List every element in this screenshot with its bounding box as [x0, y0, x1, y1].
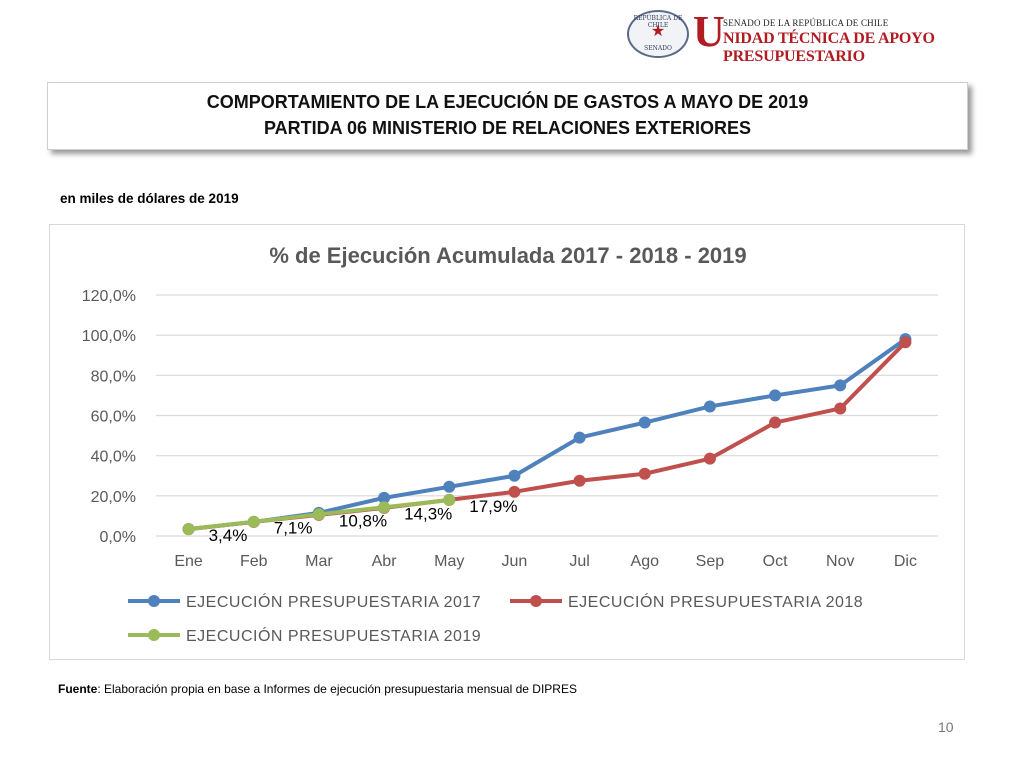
x-tick-label: Ene	[174, 553, 203, 570]
y-tick-label: 20,0%	[91, 489, 136, 506]
senate-seal-icon: REPÚBLICA DE CHILE ★ SENADO	[627, 10, 689, 58]
x-tick-label: May	[434, 553, 464, 570]
seal-bottom-text: SENADO	[644, 45, 672, 52]
x-tick-label: Jun	[502, 553, 528, 570]
legend-label: EJECUCIÓN PRESUPUESTARIA 2018	[568, 592, 863, 611]
x-tick-label: Abr	[372, 553, 398, 570]
x-tick-label: Nov	[826, 553, 854, 570]
y-tick-label: 80,0%	[91, 368, 136, 385]
data-point	[769, 389, 782, 402]
data-label: 3,4%	[209, 526, 248, 545]
data-point	[312, 508, 325, 521]
chart-container: % de Ejecución Acumulada 2017 - 2018 - 2…	[49, 224, 965, 660]
source-label: Fuente	[58, 682, 98, 696]
data-point	[703, 452, 716, 465]
source-text: : Elaboración propia en base a Informes …	[97, 682, 577, 696]
data-label: 17,9%	[469, 497, 517, 516]
y-tick-label: 0,0%	[100, 529, 136, 546]
data-point	[378, 491, 391, 504]
series-line	[186, 340, 908, 532]
y-tick-label: 100,0%	[82, 328, 136, 345]
data-point	[638, 467, 651, 480]
data-point	[703, 400, 716, 413]
logo-initial: U	[693, 7, 725, 56]
source-note: Fuente: Elaboración propia en base a Inf…	[58, 682, 577, 696]
seal-top-text: REPÚBLICA DE CHILE	[633, 15, 683, 29]
data-label: 14,3%	[404, 504, 452, 523]
legend-marker	[148, 595, 160, 607]
slide-title-box: COMPORTAMIENTO DE LA EJECUCIÓN DE GASTOS…	[47, 82, 968, 150]
data-point	[508, 469, 521, 482]
data-point	[247, 515, 260, 528]
x-tick-label: Sep	[696, 553, 725, 570]
y-tick-label: 120,0%	[82, 288, 136, 305]
line-chart: % de Ejecución Acumulada 2017 - 2018 - 2…	[82, 243, 938, 645]
chart-title: % de Ejecución Acumulada 2017 - 2018 - 2…	[269, 243, 746, 268]
data-point	[573, 431, 586, 444]
slide-title-line2: PARTIDA 06 MINISTERIO DE RELACIONES EXTE…	[263, 118, 752, 138]
series-line	[186, 337, 908, 532]
page-number: 10	[938, 719, 954, 735]
y-tick-label: 60,0%	[91, 409, 136, 426]
org-name-line2: NIDAD TÉCNICA DE APOYO PRESUPUESTARIO	[723, 30, 935, 65]
data-point	[443, 480, 456, 493]
data-point	[899, 336, 912, 349]
slide-title-line1: COMPORTAMIENTO DE LA EJECUCIÓN DE GASTOS…	[206, 92, 809, 112]
data-label: 10,8%	[339, 511, 387, 530]
legend-marker	[530, 595, 542, 607]
data-point	[573, 474, 586, 487]
data-label: 7,1%	[274, 519, 313, 538]
legend-label: EJECUCIÓN PRESUPUESTARIA 2017	[186, 592, 481, 611]
data-point	[182, 523, 195, 536]
legend-marker	[148, 629, 160, 641]
senate-logo: REPÚBLICA DE CHILE ★ SENADO U SENADO DE …	[627, 7, 1017, 65]
x-tick-label: Oct	[763, 553, 788, 570]
y-tick-label: 40,0%	[91, 449, 136, 466]
data-point	[834, 402, 847, 415]
x-tick-label: Dic	[894, 553, 917, 570]
x-tick-label: Mar	[305, 553, 333, 570]
data-point	[443, 494, 456, 507]
data-point	[638, 416, 651, 429]
x-tick-label: Ago	[631, 553, 660, 570]
units-label: en miles de dólares de 2019	[60, 191, 239, 206]
x-tick-label: Feb	[240, 553, 268, 570]
star-icon: ★	[650, 23, 666, 40]
data-point	[834, 379, 847, 392]
x-tick-label: Jul	[569, 553, 589, 570]
legend-label: EJECUCIÓN PRESUPUESTARIA 2019	[186, 626, 481, 645]
data-point	[508, 485, 521, 498]
org-name-line1: SENADO DE LA REPÚBLICA DE CHILE	[723, 18, 889, 28]
data-point	[378, 501, 391, 514]
data-point	[769, 416, 782, 429]
